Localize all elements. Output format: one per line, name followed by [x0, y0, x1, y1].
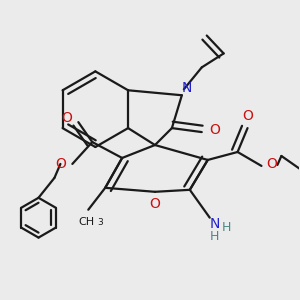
Text: O: O: [149, 197, 161, 211]
Text: CH: CH: [78, 217, 94, 227]
Text: O: O: [242, 109, 253, 123]
Text: O: O: [55, 157, 66, 171]
Text: H: H: [210, 230, 219, 243]
Text: H: H: [222, 221, 231, 234]
Text: O: O: [266, 157, 277, 171]
Text: N: N: [182, 81, 192, 95]
Text: O: O: [61, 111, 72, 125]
Text: 3: 3: [98, 218, 103, 227]
Text: O: O: [209, 123, 220, 137]
Text: N: N: [209, 217, 220, 231]
